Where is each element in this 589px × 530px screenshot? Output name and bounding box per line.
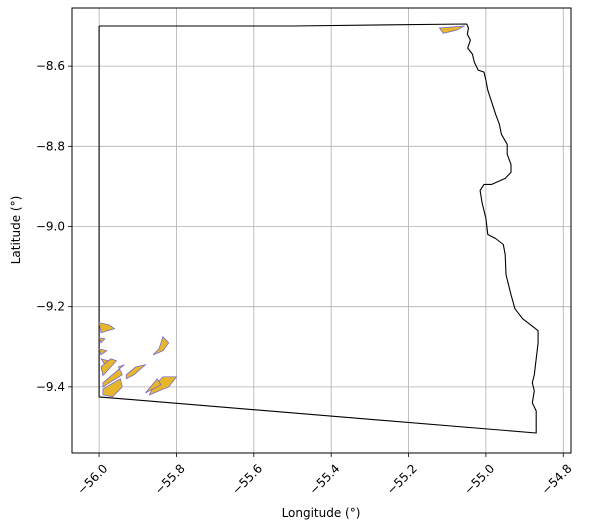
y-tick-label: −9.0 bbox=[36, 219, 65, 233]
shape-polygon-11 bbox=[145, 378, 162, 394]
y-tick-label: −9.2 bbox=[36, 300, 65, 314]
y-axis-title: Latitude (°) bbox=[9, 196, 23, 265]
region-boundary bbox=[98, 23, 539, 434]
plot-area bbox=[98, 23, 539, 434]
y-tick-label: −8.8 bbox=[36, 139, 65, 153]
y-tick-label: −8.6 bbox=[36, 59, 65, 73]
shape-polygon-8 bbox=[102, 378, 123, 398]
shape-polygon-6 bbox=[102, 364, 125, 388]
shape-polygon-0 bbox=[438, 25, 465, 34]
x-axis-title: Longitude (°) bbox=[282, 506, 361, 520]
shape-polygon-7 bbox=[125, 364, 147, 380]
y-tick-label: −9.4 bbox=[36, 380, 65, 394]
shape-polygon-3 bbox=[98, 348, 108, 356]
shape-polygon-2 bbox=[98, 337, 106, 344]
shape-polygon-10 bbox=[148, 376, 178, 396]
axes-frame bbox=[71, 7, 572, 454]
shape-polygon-1 bbox=[98, 322, 116, 334]
shape-polygon-5 bbox=[100, 358, 118, 377]
shape-polygon-9 bbox=[152, 336, 170, 356]
